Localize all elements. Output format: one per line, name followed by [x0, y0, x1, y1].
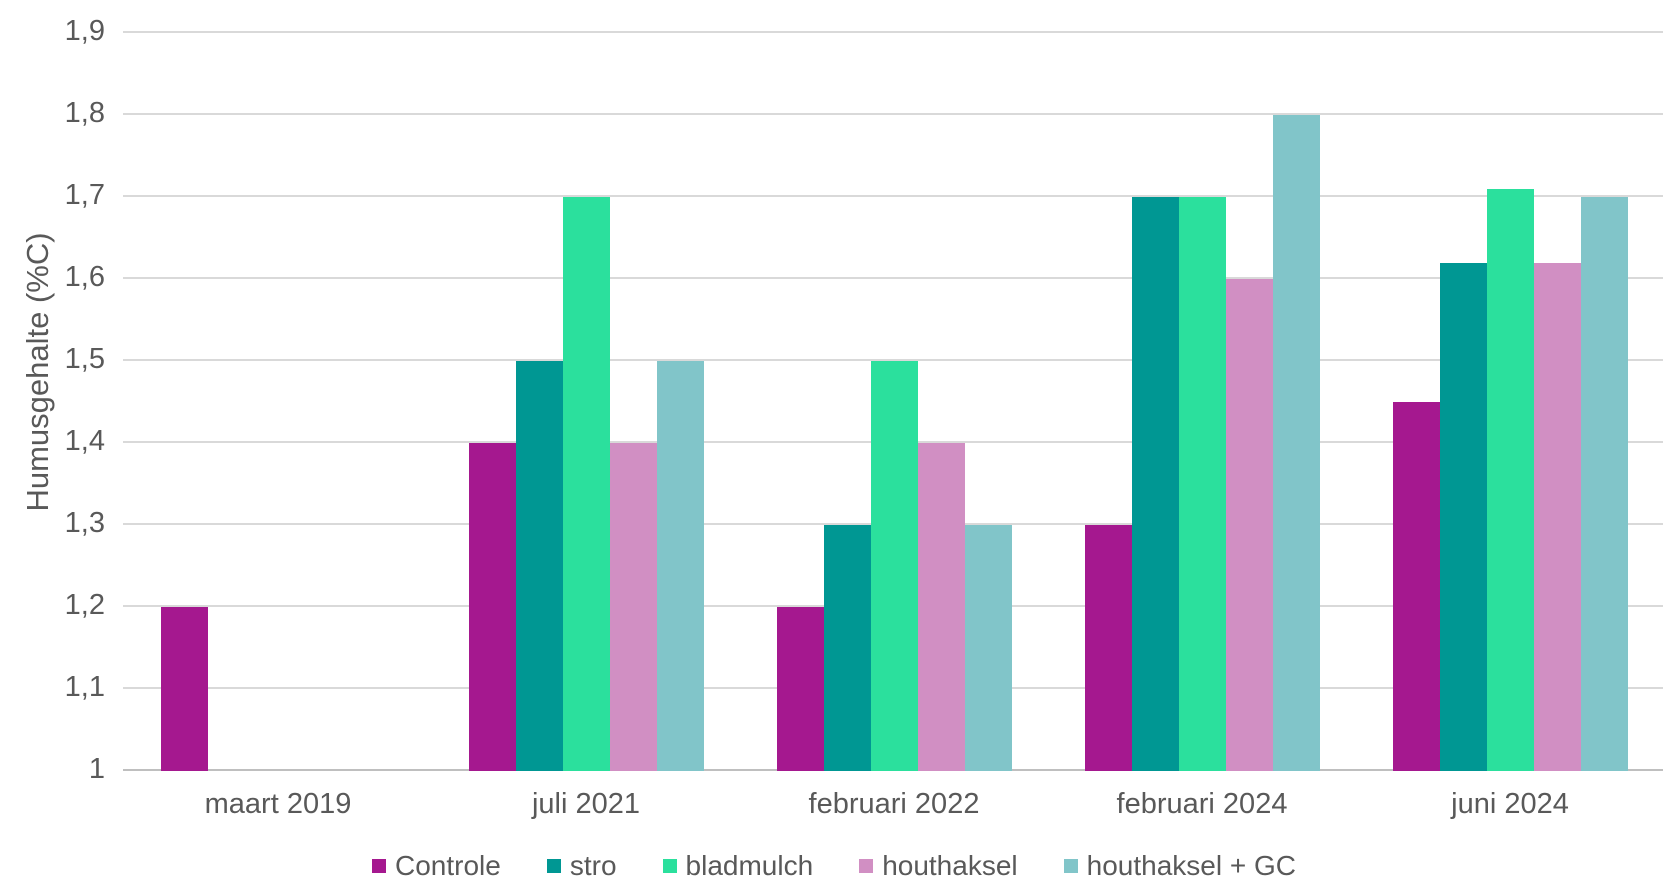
- y-tick-label: 1: [88, 753, 105, 785]
- x-category-label: februari 2022: [808, 788, 980, 820]
- y-tick-label: 1,5: [64, 343, 105, 375]
- y-tick-label: 1,2: [64, 589, 105, 621]
- bar-stro-februari-2024: [1132, 197, 1179, 771]
- bar-controle-februari-2024: [1085, 525, 1132, 771]
- bar-houthaksel-gc-februari-2024: [1273, 115, 1320, 771]
- y-tick-label: 1,3: [64, 507, 105, 539]
- bar-houthaksel-februari-2022: [918, 443, 965, 771]
- x-category-label: maart 2019: [204, 788, 352, 820]
- y-tick-label: 1,7: [64, 179, 105, 211]
- bar-stro-juni-2024: [1440, 263, 1487, 771]
- bar-bladmulch-juni-2024: [1487, 189, 1534, 771]
- gridline: [123, 195, 1663, 197]
- bar-stro-juli-2021: [516, 361, 563, 771]
- legend-label: houthaksel + GC: [1086, 850, 1296, 881]
- y-tick-label: 1,9: [64, 15, 105, 47]
- legend-label: houthaksel: [882, 850, 1018, 881]
- legend-item-bladmulch: bladmulch: [662, 850, 814, 882]
- y-tick-label: 1,4: [64, 425, 105, 457]
- legend-label: Controle: [395, 850, 501, 881]
- legend-swatch-icon: [1063, 859, 1078, 873]
- legend-item-controle: Controle: [372, 850, 501, 882]
- bar-houthaksel-juli-2021: [610, 443, 657, 771]
- bar-bladmulch-februari-2022: [871, 361, 918, 771]
- legend-item-houthaksel-gc: houthaksel + GC: [1063, 850, 1296, 882]
- bar-houthaksel-gc-juli-2021: [657, 361, 704, 771]
- gridline: [123, 359, 1663, 361]
- bar-controle-maart-2019: [161, 607, 208, 771]
- bar-controle-juni-2024: [1393, 402, 1440, 771]
- y-tick-label: 1,1: [64, 671, 105, 703]
- x-category-label: juni 2024: [1451, 788, 1569, 820]
- gridline: [123, 277, 1663, 279]
- legend-swatch-icon: [859, 859, 874, 873]
- bar-bladmulch-juli-2021: [563, 197, 610, 771]
- x-category-label: februari 2024: [1116, 788, 1288, 820]
- legend: Controle stro bladmulch houthaksel houthakse…: [0, 850, 1668, 882]
- legend-item-stro: stro: [546, 850, 617, 882]
- legend-swatch-icon: [662, 859, 677, 873]
- bar-houthaksel-februari-2024: [1226, 279, 1273, 771]
- bar-houthaksel-juni-2024: [1534, 263, 1581, 771]
- bar-stro-februari-2022: [824, 525, 871, 771]
- legend-swatch-icon: [546, 859, 561, 873]
- legend-label: stro: [569, 850, 617, 881]
- gridline: [123, 113, 1663, 115]
- y-tick-label: 1,8: [64, 97, 105, 129]
- legend-label: bladmulch: [685, 850, 814, 881]
- bar-houthaksel-gc-februari-2022: [965, 525, 1012, 771]
- y-tick-label: 1,6: [64, 261, 105, 293]
- legend-item-houthaksel: houthaksel: [859, 850, 1018, 882]
- legend-swatch-icon: [372, 859, 387, 873]
- bar-bladmulch-februari-2024: [1179, 197, 1226, 771]
- x-category-label: juli 2021: [531, 788, 641, 820]
- bar-controle-februari-2022: [777, 607, 824, 771]
- bar-controle-juli-2021: [469, 443, 516, 771]
- gridline: [123, 31, 1663, 33]
- bar-houthaksel-gc-juni-2024: [1581, 197, 1628, 771]
